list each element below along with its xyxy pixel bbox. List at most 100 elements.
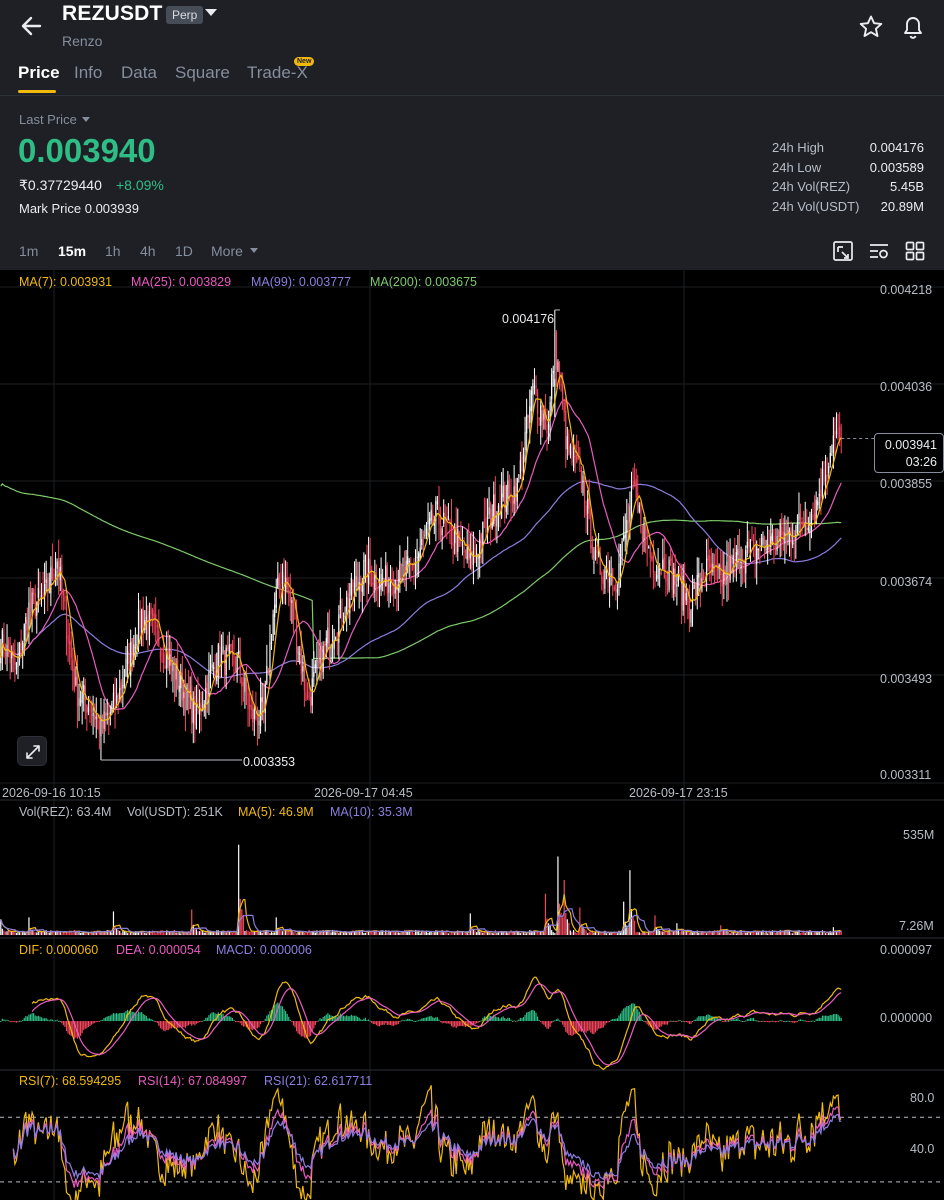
macd-histogram-bar [322,1016,324,1022]
symbol-title[interactable]: REZUSDT [62,2,163,25]
volume-bar [205,932,207,935]
macd-histogram-bar [754,1020,756,1022]
interval-more[interactable]: More [211,243,243,259]
volume-bar [133,932,135,935]
volume-bar [627,927,629,935]
interval-4h[interactable]: 4h [140,243,156,259]
volume-bar [119,930,121,935]
volume-bar [111,932,113,935]
volume-bar [213,932,215,935]
contract-type-badge: Perp [166,6,204,24]
candle-body [602,576,604,585]
macd-histogram-bar [47,1019,49,1022]
macd-histogram-bar [205,1017,207,1022]
tab-info[interactable]: Info [74,63,103,82]
macd-histogram-bar [358,1017,360,1022]
candle-body [435,500,437,522]
volume-bar [743,931,745,935]
volume-bar [144,932,146,935]
tab-trade-x[interactable]: Trade-X [247,63,308,82]
volume-bar [712,930,714,935]
interval-1d[interactable]: 1D [175,243,193,259]
volume-bar [533,930,536,935]
layout-grid-icon[interactable] [904,240,926,262]
price-axis-tick: 0.003493 [880,672,933,686]
volume-bar [59,931,61,935]
star-icon[interactable] [858,14,884,40]
candle-body [59,566,61,581]
macd-histogram-bar [350,1014,352,1022]
tab-price[interactable]: Price [18,63,60,82]
macd-histogram-bar [142,1013,144,1022]
candle-body [144,619,146,630]
macd-histogram-bar [677,1020,680,1022]
volume-bar [170,932,172,935]
macd-histogram-bar [671,1021,673,1023]
macd-histogram-bar [684,1021,686,1023]
bell-icon[interactable] [900,13,926,41]
arrow-left-icon[interactable] [18,12,46,40]
macd-histogram-bar [141,1012,143,1022]
candle-body [50,567,52,594]
macd-histogram-bar [812,1020,814,1022]
interval-1h[interactable]: 1h [105,243,121,259]
volume-bar [20,933,22,935]
candle-body [767,544,769,550]
macd-histogram-bar [259,1021,262,1025]
volume-bar [346,932,348,935]
macd-histogram-bar [713,1016,716,1022]
candle-body [28,602,30,631]
volume-bar [203,932,205,935]
volume-bar [48,932,50,935]
tab-square[interactable]: Square [175,63,230,82]
volume-bar [391,930,393,935]
volume-bar [515,931,517,935]
macd-histogram-bar [22,1019,24,1022]
candle-body [388,582,390,593]
more-chevron-icon[interactable] [250,248,258,253]
symbol-dropdown-chevron-icon[interactable] [205,9,217,16]
interval-15m[interactable]: 15m [58,243,87,259]
last-price-dropdown-icon[interactable] [82,117,90,122]
macd-histogram-bar [640,1016,642,1022]
candle-body [151,610,154,617]
candle-body [364,555,367,562]
macd-histogram-bar [418,1020,420,1022]
price-chart-canvas[interactable] [0,270,944,1200]
candle-body [36,602,38,616]
macd-histogram-bar [233,1020,235,1022]
macd-histogram-bar [726,1020,728,1022]
last-price-label[interactable]: Last Price [19,112,77,127]
volume-bar [0,919,2,935]
interval-1m[interactable]: 1m [19,243,39,259]
volume-bar [349,931,351,935]
volume-bar [665,930,667,935]
volume-bar [651,930,653,935]
expand-chart-button[interactable] [17,736,47,766]
volume-bar [112,911,115,935]
volume-bar [607,932,609,935]
volume-bar [130,931,132,935]
volume-bar [26,933,28,935]
candle-body [101,720,104,728]
candle-body [259,697,262,727]
volume-bar [551,930,553,935]
volume-bar [419,933,421,935]
macd-histogram-bar [31,1013,33,1022]
candle-body [158,630,160,647]
macd-histogram-bar [446,1021,448,1024]
candle-body [86,704,88,714]
candle-body [792,541,794,545]
indicator-settings-icon[interactable] [868,240,890,262]
tab-data[interactable]: Data [121,63,157,82]
macd-histogram-bar [208,1015,210,1022]
macd-histogram-bar [410,1019,412,1022]
volume-bar [211,932,213,935]
macd-histogram-bar [400,1020,403,1022]
volume-bar [637,931,639,935]
volume-bar [787,929,789,935]
volume-bar [386,932,388,935]
volume-bar [461,931,464,935]
macd-histogram-bar [695,1019,697,1022]
chart-type-icon[interactable] [832,240,854,262]
